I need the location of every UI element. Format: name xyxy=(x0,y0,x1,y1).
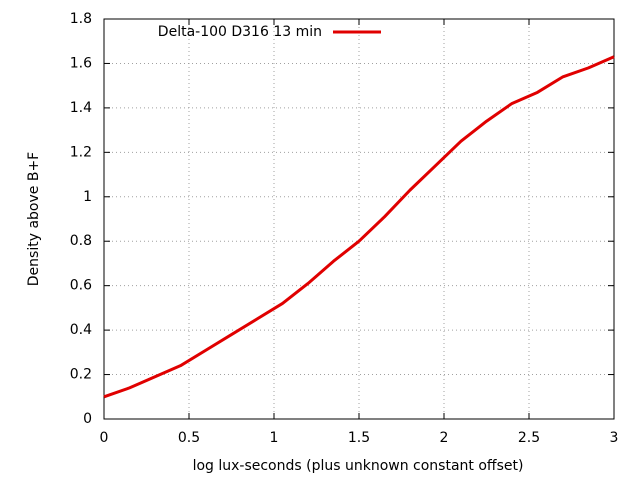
x-axis-label: log lux-seconds (plus unknown constant o… xyxy=(193,458,524,474)
x-tick-label: 3 xyxy=(610,430,619,446)
y-axis-label: Density above B+F xyxy=(26,152,42,286)
y-tick-label: 1.6 xyxy=(70,55,92,71)
x-tick-label: 1.5 xyxy=(348,430,370,446)
y-tick-label: 1.2 xyxy=(70,144,92,160)
y-tick-label: 1 xyxy=(83,189,92,205)
x-tick-label: 2 xyxy=(440,430,449,446)
y-tick-label: 0.4 xyxy=(70,322,92,338)
x-tick-label: 1 xyxy=(270,430,279,446)
y-tick-label: 0.8 xyxy=(70,233,92,249)
legend-label: Delta-100 D316 13 min xyxy=(158,24,322,40)
x-tick-label: 2.5 xyxy=(518,430,540,446)
x-tick-label: 0 xyxy=(100,430,109,446)
data-line xyxy=(103,55,615,399)
y-tick-label: 1.8 xyxy=(70,11,92,27)
y-tick-label: 1.4 xyxy=(70,100,92,116)
y-tick-label: 0.6 xyxy=(70,278,92,294)
y-tick-label: 0.2 xyxy=(70,367,92,383)
x-tick-label: 0.5 xyxy=(178,430,200,446)
y-tick-label: 0 xyxy=(83,411,92,427)
